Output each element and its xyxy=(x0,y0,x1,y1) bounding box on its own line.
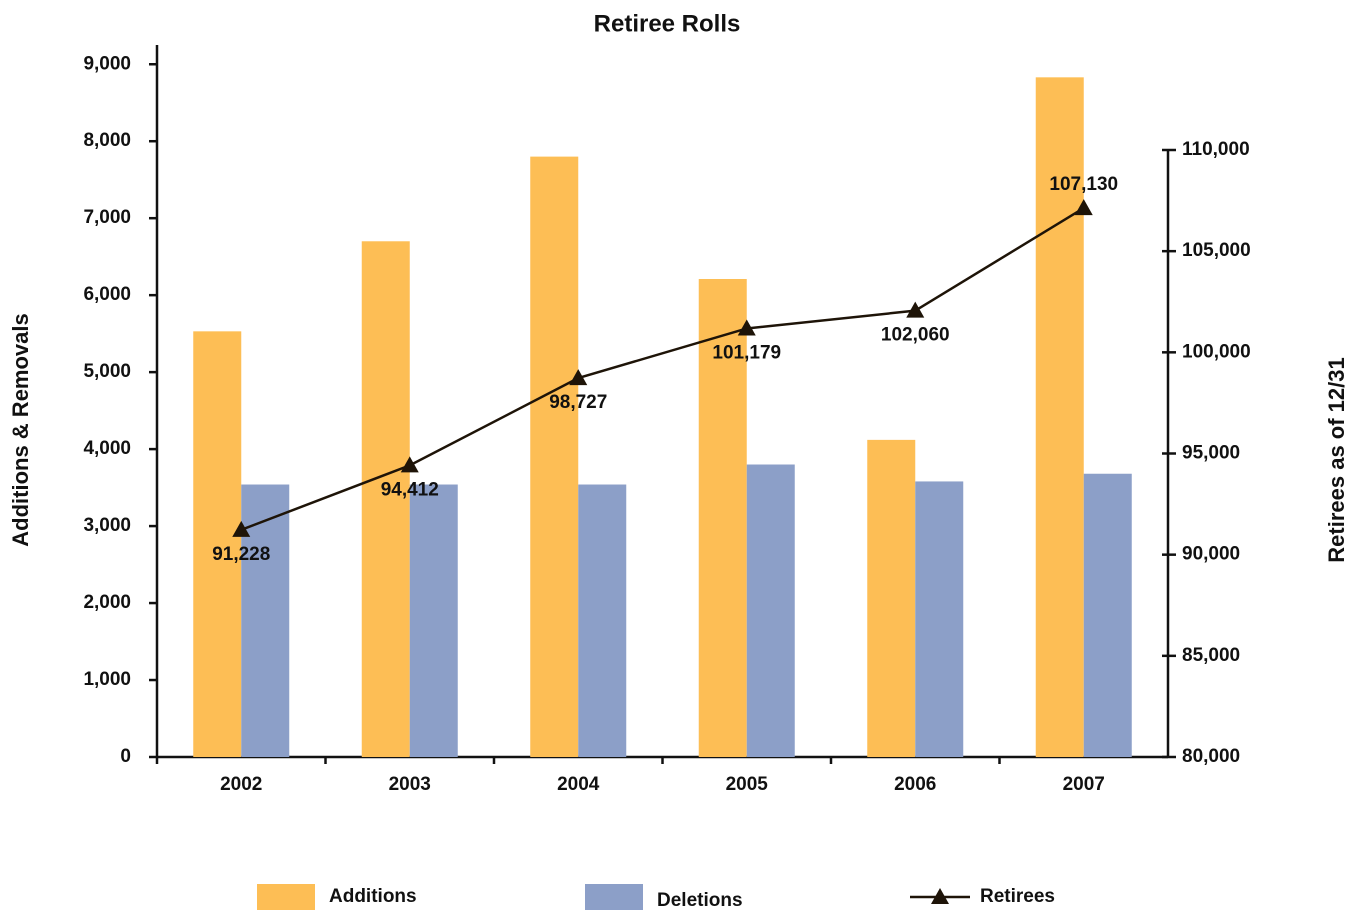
bar xyxy=(578,484,627,757)
y-axis-title: Additions & Removals xyxy=(8,313,33,546)
x-tick-label: 2007 xyxy=(1063,774,1105,795)
data-label: 94,412 xyxy=(381,479,439,500)
x-tick-label: 2002 xyxy=(220,774,262,795)
bar xyxy=(915,481,964,757)
y-tick-label: 3,000 xyxy=(83,515,131,536)
marker xyxy=(400,456,419,473)
bar xyxy=(746,464,795,757)
y-tick-label: 8,000 xyxy=(83,130,131,151)
bar xyxy=(409,484,458,757)
marker xyxy=(737,319,756,336)
y2-tick-label: 80,000 xyxy=(1182,746,1240,767)
data-label: 107,130 xyxy=(1049,174,1118,195)
marker xyxy=(1074,199,1093,216)
x-tick-label: 2006 xyxy=(894,774,936,795)
bar xyxy=(867,439,916,757)
y-tick-label: 1,000 xyxy=(83,669,131,690)
x-tick-label: 2003 xyxy=(389,774,431,795)
bar xyxy=(193,331,242,757)
bar xyxy=(241,484,290,757)
y-tick-label: 6,000 xyxy=(83,284,131,305)
y-tick-label: 9,000 xyxy=(83,53,131,74)
data-label: 101,179 xyxy=(712,342,781,363)
data-label: 102,060 xyxy=(881,325,950,346)
y2-axis-title: Retirees as of 12/31 xyxy=(1324,357,1349,562)
y-tick-label: 5,000 xyxy=(83,361,131,382)
y-tick-label: 4,000 xyxy=(83,438,131,459)
legend-label: Retirees xyxy=(980,886,1055,907)
y2-tick-label: 95,000 xyxy=(1182,443,1240,464)
marker xyxy=(906,301,925,318)
legend-label: Additions xyxy=(329,886,417,907)
y-tick-label: 0 xyxy=(120,746,131,767)
legend-swatch xyxy=(257,884,315,910)
line xyxy=(240,207,1085,531)
bar xyxy=(361,241,410,758)
data-label: 98,727 xyxy=(549,392,607,413)
bar xyxy=(530,156,579,757)
y-tick-label: 7,000 xyxy=(83,207,131,228)
y2-tick-label: 105,000 xyxy=(1182,240,1251,261)
data-label: 91,228 xyxy=(212,544,270,565)
legend-swatch xyxy=(585,884,643,910)
x-tick-label: 2005 xyxy=(726,774,769,795)
marker xyxy=(569,369,588,386)
y-tick-label: 2,000 xyxy=(83,592,131,613)
legend-marker xyxy=(931,888,949,904)
bar xyxy=(1035,77,1084,757)
legend-label: Deletions xyxy=(657,890,743,911)
marker xyxy=(232,520,251,537)
x-tick-label: 2004 xyxy=(557,774,600,795)
y2-tick-label: 100,000 xyxy=(1182,341,1251,362)
chart-title: Retiree Rolls xyxy=(594,10,741,37)
y2-tick-label: 110,000 xyxy=(1182,139,1250,160)
y2-tick-label: 85,000 xyxy=(1182,645,1240,666)
bar xyxy=(1083,473,1132,757)
y2-tick-label: 90,000 xyxy=(1182,544,1240,565)
bar xyxy=(698,278,747,757)
